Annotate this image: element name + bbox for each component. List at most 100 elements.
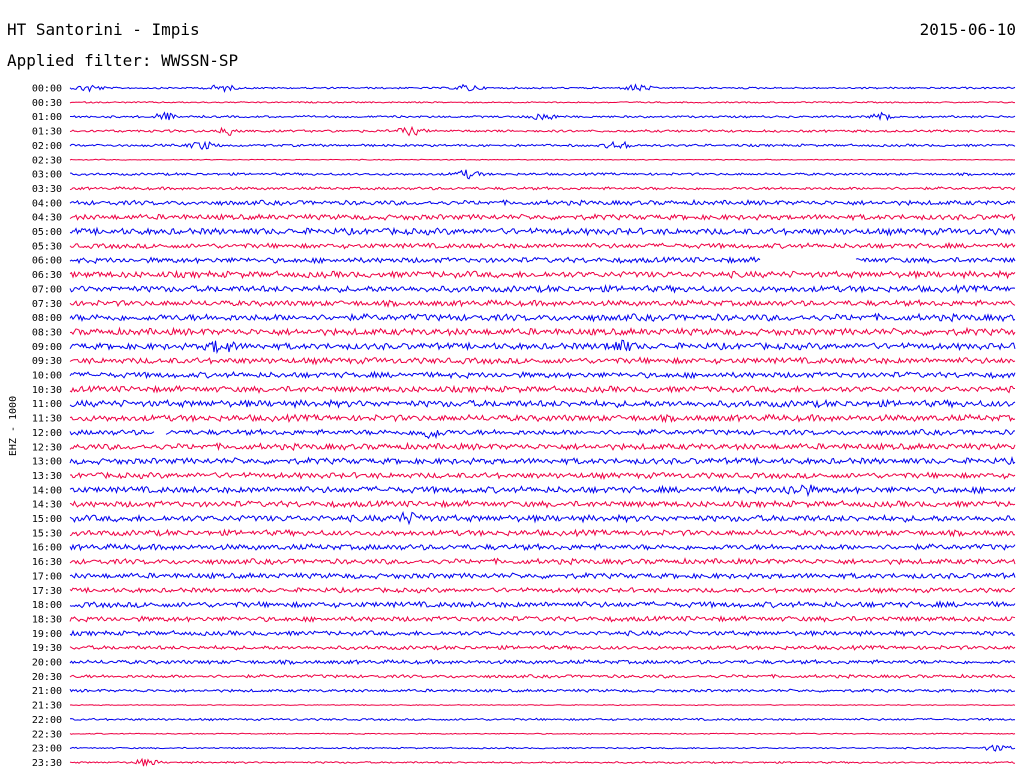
time-label: 20:30 — [32, 672, 62, 683]
time-label: 12:00 — [32, 428, 62, 439]
time-label: 18:00 — [32, 600, 62, 611]
time-label: 15:30 — [32, 528, 62, 539]
time-label: 03:00 — [32, 170, 62, 181]
trace-row-0900 — [69, 339, 1016, 355]
time-label: 06:00 — [32, 256, 62, 267]
time-label: 05:30 — [32, 241, 62, 252]
time-label: 21:30 — [32, 701, 62, 712]
time-label: 23:30 — [32, 758, 62, 769]
filter-label: Applied filter: WWSSN-SP — [7, 51, 238, 70]
trace-row-1400 — [69, 484, 1016, 498]
trace-row-2100 — [69, 688, 1016, 693]
time-label: 22:00 — [32, 715, 62, 726]
trace-row-1000 — [69, 370, 1016, 380]
trace-row-0530 — [69, 241, 1016, 250]
trace-row-0600 — [69, 256, 1016, 265]
trace-row-0400 — [69, 198, 1016, 207]
trace-row-0700 — [69, 283, 1016, 294]
time-label: 08:30 — [32, 327, 62, 338]
trace-row-0430 — [69, 213, 1016, 222]
station-title: HT Santorini - Impis — [7, 20, 200, 39]
time-label: 08:00 — [32, 313, 62, 324]
trace-row-0800 — [69, 312, 1016, 323]
trace-row-1530 — [69, 528, 1016, 538]
trace-row-2230 — [69, 732, 1016, 735]
trace-row-1230 — [69, 441, 1016, 452]
trace-row-0330 — [69, 186, 1016, 191]
trace-row-1330 — [69, 471, 1016, 480]
time-label: 04:30 — [32, 213, 62, 224]
time-label: 03:30 — [32, 184, 62, 195]
trace-row-1800 — [69, 599, 1016, 609]
trace-row-0130 — [69, 125, 1016, 137]
time-label: 18:30 — [32, 614, 62, 625]
trace-row-0930 — [69, 356, 1016, 366]
time-label: 01:00 — [32, 112, 62, 123]
time-label: 13:30 — [32, 471, 62, 482]
time-label: 20:00 — [32, 658, 62, 669]
trace-row-1830 — [69, 615, 1016, 623]
trace-row-1130 — [69, 413, 1016, 424]
trace-row-2200 — [69, 717, 1016, 722]
time-label: 09:30 — [32, 356, 62, 367]
time-axis: 00:00 00:30 01:00 01:30 02:00 02:30 03:00 03:30… — [32, 84, 62, 769]
time-label: 14:30 — [32, 500, 62, 511]
trace-row-1430 — [69, 499, 1016, 509]
time-label: 11:00 — [32, 399, 62, 410]
trace-row-2330 — [69, 757, 1016, 767]
time-label: 11:30 — [32, 414, 62, 425]
time-label: 13:00 — [32, 457, 62, 468]
trace-row-0500 — [69, 226, 1016, 237]
time-label: 16:00 — [32, 543, 62, 554]
time-label: 17:30 — [32, 586, 62, 597]
time-label: 01:30 — [32, 127, 62, 138]
trace-row-2030 — [69, 673, 1016, 679]
date-label: 2015-06-10 — [920, 20, 1016, 39]
trace-row-2130 — [69, 704, 1016, 707]
time-label: 21:00 — [32, 686, 62, 697]
trace-row-0230 — [69, 158, 1016, 161]
time-label: 16:30 — [32, 557, 62, 568]
trace-row-0300 — [70, 169, 1016, 180]
trace-row-1030 — [69, 384, 1015, 394]
channel-label: EHZ - 1000 — [8, 396, 19, 456]
time-label: 23:00 — [32, 744, 62, 755]
time-label: 10:30 — [32, 385, 62, 396]
trace-row-0100 — [70, 111, 1016, 122]
trace-row-0030 — [69, 101, 1015, 104]
seismic-traces — [69, 83, 1016, 767]
trace-row-0830 — [69, 326, 1016, 337]
time-label: 09:00 — [32, 342, 62, 353]
trace-row-1930 — [69, 644, 1016, 651]
trace-row-1730 — [69, 586, 1016, 594]
time-label: 02:30 — [32, 155, 62, 166]
trace-row-1700 — [69, 571, 1016, 580]
time-label: 05:00 — [32, 227, 62, 238]
trace-row-1300 — [69, 456, 1016, 466]
time-label: 00:30 — [32, 98, 62, 109]
time-label: 14:00 — [32, 485, 62, 496]
time-label: 06:30 — [32, 270, 62, 281]
time-label: 19:30 — [32, 643, 62, 654]
trace-row-1100 — [69, 398, 1016, 409]
trace-row-1630 — [69, 557, 1016, 566]
time-label: 04:00 — [32, 198, 62, 209]
time-label: 07:30 — [32, 299, 62, 310]
trace-row-0200 — [69, 140, 1016, 151]
time-label: 07:00 — [32, 284, 62, 295]
time-label: 22:30 — [32, 729, 62, 740]
trace-row-1200 — [69, 428, 1016, 440]
time-label: 10:00 — [32, 371, 62, 382]
time-label: 19:00 — [32, 629, 62, 640]
time-label: 15:00 — [32, 514, 62, 525]
trace-row-1900 — [69, 629, 1016, 637]
trace-row-0730 — [69, 298, 1016, 308]
trace-row-2000 — [69, 658, 1016, 666]
time-label: 00:00 — [32, 84, 62, 95]
trace-row-0000 — [69, 83, 1016, 93]
trace-row-2300 — [69, 744, 1016, 752]
time-label: 12:30 — [32, 442, 62, 453]
time-label: 02:00 — [32, 141, 62, 152]
time-label: 17:00 — [32, 571, 62, 582]
